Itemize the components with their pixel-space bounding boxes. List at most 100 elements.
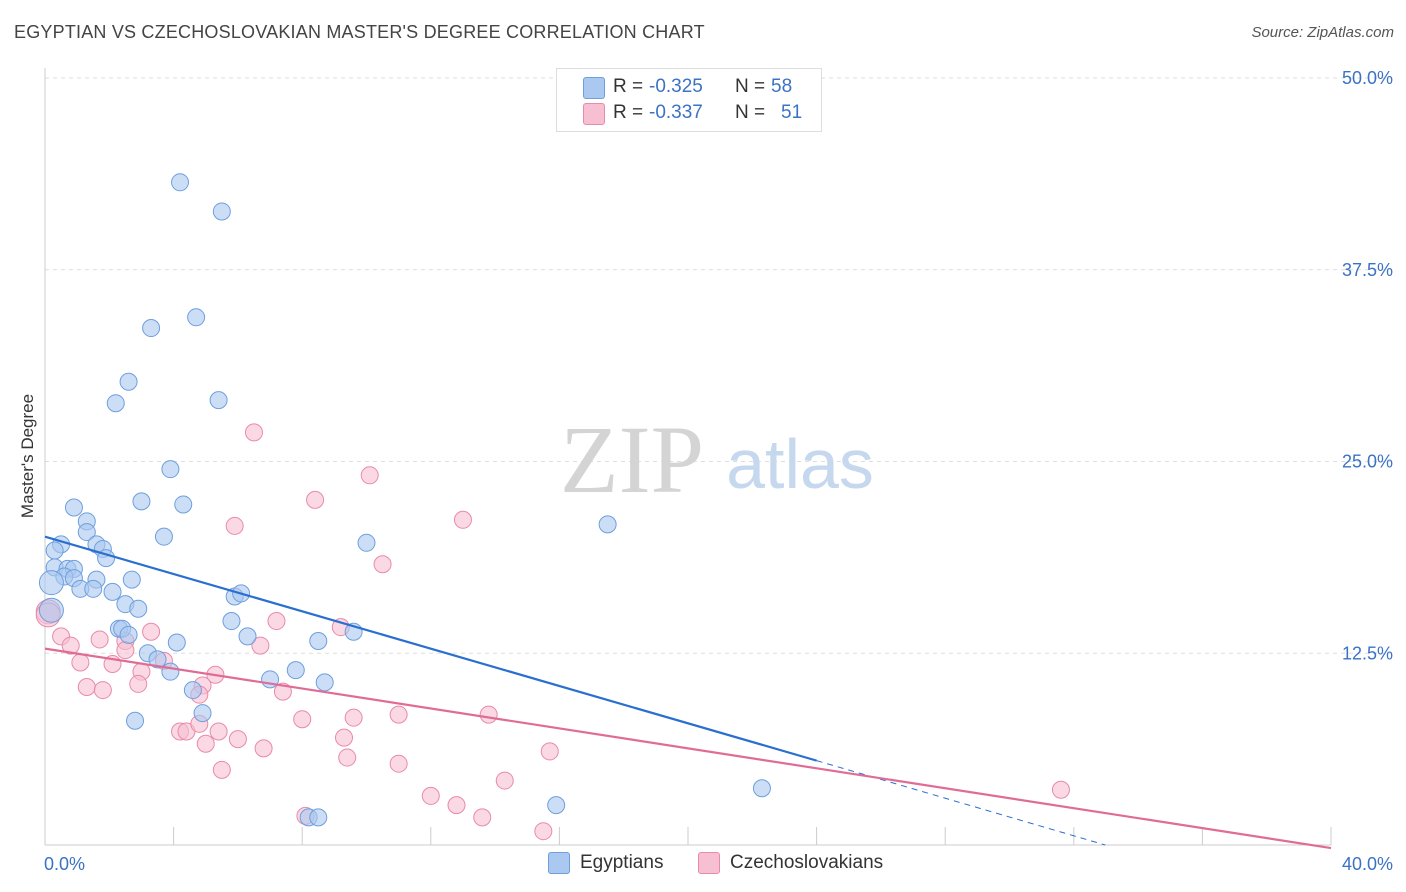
trend-extension-egyptians <box>816 760 1106 846</box>
point-egyptians <box>167 633 186 652</box>
point-egyptians <box>38 570 64 596</box>
legend-r-value: -0.325 <box>649 76 703 97</box>
point-egyptians <box>84 579 103 598</box>
point-czechoslovakians <box>196 734 215 753</box>
point-egyptians <box>148 650 167 669</box>
point-egyptians <box>357 533 376 552</box>
point-czechoslovakians <box>453 510 472 529</box>
point-egyptians <box>187 308 206 327</box>
point-egyptians <box>119 372 138 391</box>
trend-line-egyptians <box>44 535 817 762</box>
point-czechoslovakians <box>360 466 379 485</box>
source-label: Source: ZipAtlas.com <box>1251 24 1394 41</box>
y-tick-label: 25.0% <box>1342 452 1393 472</box>
chart-title: EGYPTIAN VS CZECHOSLOVAKIAN MASTER'S DEG… <box>14 22 705 42</box>
point-czechoslovakians <box>225 516 244 535</box>
trend-line-czechoslovakians <box>44 647 1332 850</box>
legend-swatch-egyptians <box>583 77 605 99</box>
axis-layer <box>44 68 1332 846</box>
point-czechoslovakians <box>334 728 353 747</box>
legend-label-czechoslovakians: Czechoslovakians <box>730 852 884 873</box>
grid-layer <box>45 77 1392 654</box>
tick-label-layer: 12.5% 25.0% 37.5% 50.0% 0.0% 40.0% <box>44 68 1393 874</box>
point-czechoslovakians <box>421 786 440 805</box>
point-egyptians <box>64 498 83 517</box>
point-czechoslovakians <box>244 423 263 442</box>
point-czechoslovakians <box>254 739 273 758</box>
point-egyptians <box>142 319 161 338</box>
point-czechoslovakians <box>293 710 312 729</box>
y-axis-label: Master's Degree <box>18 393 37 519</box>
point-egyptians <box>238 627 257 646</box>
point-egyptians <box>161 460 180 479</box>
point-czechoslovakians <box>212 760 231 779</box>
point-egyptians <box>126 711 145 730</box>
point-czechoslovakians <box>540 742 559 761</box>
point-egyptians <box>106 394 125 413</box>
point-egyptians <box>103 582 122 601</box>
point-egyptians <box>77 523 96 542</box>
point-czechoslovakians <box>209 722 228 741</box>
point-egyptians <box>193 704 212 723</box>
legend-n-value: 51 <box>781 102 803 123</box>
point-egyptians <box>752 779 771 798</box>
point-egyptians <box>132 492 151 511</box>
x-tick-label: 0.0% <box>44 854 85 874</box>
point-egyptians <box>161 662 180 681</box>
point-egyptians <box>154 527 173 546</box>
point-czechoslovakians <box>61 636 80 655</box>
point-czechoslovakians <box>93 681 112 700</box>
trend-layer <box>44 535 1332 850</box>
point-egyptians <box>209 391 228 410</box>
point-egyptians <box>212 202 231 221</box>
y-tick-label: 37.5% <box>1342 260 1393 280</box>
point-egyptians <box>286 661 305 680</box>
point-czechoslovakians <box>267 612 286 631</box>
point-czechoslovakians <box>306 490 325 509</box>
point-czechoslovakians <box>473 808 492 827</box>
point-czechoslovakians <box>228 730 247 749</box>
point-czechoslovakians <box>251 636 270 655</box>
point-czechoslovakians <box>273 682 292 701</box>
legend-r-label: R = <box>613 76 644 97</box>
legend-swatch-czechoslovakians <box>698 852 720 874</box>
point-egyptians <box>222 612 241 631</box>
point-czechoslovakians <box>495 771 514 790</box>
point-czechoslovakians <box>344 708 363 727</box>
point-egyptians <box>174 495 193 514</box>
watermark-zip: ZIP <box>560 406 704 513</box>
stats-legend: R = -0.325 N = 58 R = -0.337 N = 51 <box>556 68 822 132</box>
legend-label-egyptians: Egyptians <box>580 852 664 873</box>
point-egyptians <box>598 515 617 534</box>
point-czechoslovakians <box>389 705 408 724</box>
point-czechoslovakians <box>116 641 135 660</box>
watermark-atlas: atlas <box>726 425 874 503</box>
point-egyptians <box>547 796 566 815</box>
point-egyptians <box>122 570 141 589</box>
point-czechoslovakians <box>389 754 408 773</box>
point-egyptians <box>183 681 202 700</box>
point-czechoslovakians <box>142 622 161 641</box>
legend-r-value: -0.337 <box>649 102 703 123</box>
y-tick-label: 12.5% <box>1342 643 1393 663</box>
legend-r-label: R = <box>613 102 644 123</box>
point-czechoslovakians <box>71 653 90 672</box>
y-tick-label: 50.0% <box>1342 68 1393 88</box>
point-czechoslovakians <box>447 796 466 815</box>
point-egyptians <box>119 625 138 644</box>
point-egyptians <box>171 173 190 192</box>
legend-n-value: 58 <box>771 76 793 97</box>
point-czechoslovakians <box>77 677 96 696</box>
point-czechoslovakians <box>373 555 392 574</box>
point-egyptians <box>309 631 328 650</box>
point-czechoslovakians <box>90 630 109 649</box>
x-tick-label: 40.0% <box>1342 854 1393 874</box>
legend-n-label: N = <box>735 76 766 97</box>
point-egyptians <box>38 597 64 623</box>
legend-swatch-czechoslovakians <box>583 103 605 125</box>
watermark: ZIP atlas <box>560 406 874 513</box>
point-czechoslovakians <box>534 822 553 841</box>
points-layer <box>35 173 1070 841</box>
point-czechoslovakians <box>1051 780 1070 799</box>
